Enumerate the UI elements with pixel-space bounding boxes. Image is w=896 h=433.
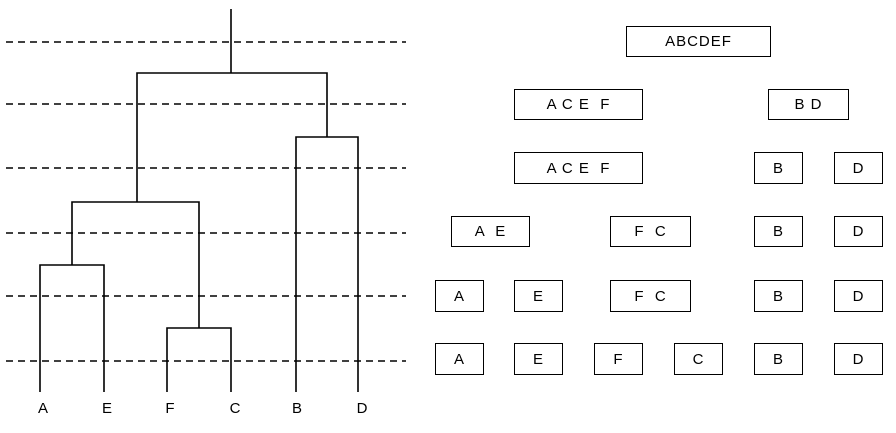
cluster-box: D xyxy=(834,216,883,247)
branch-b-d xyxy=(295,136,359,392)
leaf-label: E xyxy=(102,400,112,417)
branch-root xyxy=(136,72,328,202)
cluster-box: F C xyxy=(610,216,691,247)
leaf-label: D xyxy=(357,400,368,417)
cluster-box: A xyxy=(435,280,484,312)
cluster-box: B xyxy=(754,343,803,375)
cluster-box: A E xyxy=(451,216,530,247)
cluster-box: B xyxy=(754,216,803,247)
cluster-box: D xyxy=(834,280,883,312)
cluster-box: E xyxy=(514,343,563,375)
cluster-box: F xyxy=(594,343,643,375)
cluster-box: A xyxy=(435,343,484,375)
cluster-box: D xyxy=(834,152,883,184)
cluster-box: A C E F xyxy=(514,152,643,184)
leaf-labels: A E F C B D xyxy=(38,400,368,417)
cluster-box: A C E F xyxy=(514,89,643,120)
leaf-label: C xyxy=(230,400,241,417)
level-dashed-lines xyxy=(6,41,406,362)
cluster-box: E xyxy=(514,280,563,312)
cluster-box: D xyxy=(834,343,883,375)
leaf-label: F xyxy=(165,400,174,417)
leaf-label: B xyxy=(292,400,302,417)
cluster-box: ABCDEF xyxy=(626,26,771,57)
dendrogram: A E F C B D xyxy=(6,9,406,417)
cluster-box: B xyxy=(754,280,803,312)
branch-ae-fc xyxy=(71,201,200,328)
branch-f-c xyxy=(166,327,232,392)
cluster-box: C xyxy=(674,343,723,375)
cluster-box: F C xyxy=(610,280,691,312)
leaf-label: A xyxy=(38,400,48,417)
branch-a-e xyxy=(39,264,105,392)
cluster-box: B xyxy=(754,152,803,184)
tree-branches xyxy=(39,9,359,392)
cluster-box: B D xyxy=(768,89,849,120)
